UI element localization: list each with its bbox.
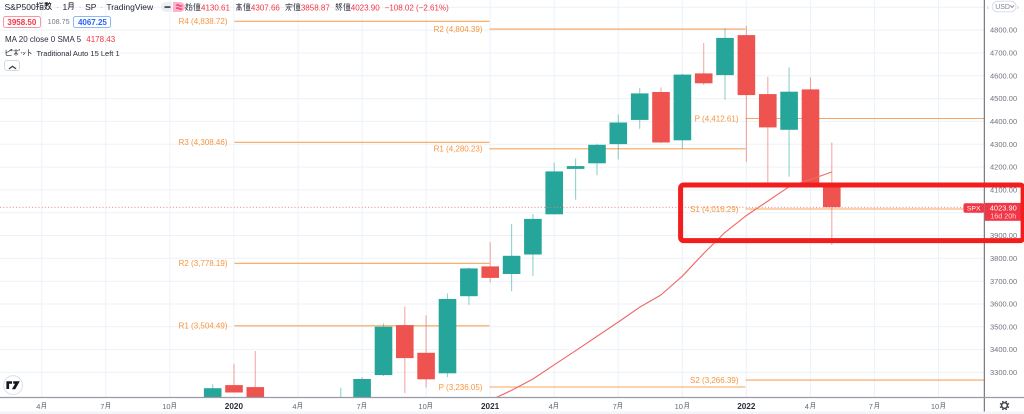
svg-text:4200.00: 4200.00 [990, 163, 1017, 172]
svg-text:‹: ‹ [987, 5, 990, 12]
svg-text:4700.00: 4700.00 [990, 49, 1017, 58]
svg-text:P (3,236.05): P (3,236.05) [439, 383, 483, 392]
svg-text:USD: USD [995, 4, 1010, 11]
svg-text:4300.00: 4300.00 [990, 140, 1017, 149]
svg-text:R2 (3,778.19): R2 (3,778.19) [179, 259, 228, 268]
svg-text:S1 (4,016.29): S1 (4,016.29) [690, 205, 739, 214]
svg-text:3500.00: 3500.00 [990, 322, 1017, 331]
svg-text:3700.00: 3700.00 [990, 277, 1017, 286]
svg-text:R1 (3,504.49): R1 (3,504.49) [179, 322, 228, 331]
svg-text:R4 (4,838.72): R4 (4,838.72) [179, 17, 228, 26]
svg-text:3600.00: 3600.00 [990, 300, 1017, 309]
svg-text:4023.90: 4023.90 [990, 203, 1017, 212]
svg-text:S2 (3,266.39): S2 (3,266.39) [690, 376, 739, 385]
svg-text:SPX: SPX [967, 206, 981, 213]
svg-text:4100.00: 4100.00 [990, 186, 1017, 195]
svg-text:P (4,412.61): P (4,412.61) [695, 114, 739, 123]
svg-text:3400.00: 3400.00 [990, 345, 1017, 354]
svg-text:R3 (4,308.46): R3 (4,308.46) [179, 138, 228, 147]
svg-text:3800.00: 3800.00 [990, 254, 1017, 263]
svg-text:4500.00: 4500.00 [990, 94, 1017, 103]
svg-text:3900.00: 3900.00 [990, 231, 1017, 240]
svg-text:3300.00: 3300.00 [990, 368, 1017, 377]
svg-text:4800.00: 4800.00 [990, 26, 1017, 35]
svg-text:16d 20h: 16d 20h [990, 211, 1016, 220]
svg-text:4600.00: 4600.00 [990, 71, 1017, 80]
svg-text:R2 (4,804.39): R2 (4,804.39) [434, 25, 483, 34]
svg-text:R1 (4,280.23): R1 (4,280.23) [434, 145, 483, 154]
svg-text:4400.00: 4400.00 [990, 117, 1017, 126]
svg-text:›: › [1017, 5, 1020, 12]
